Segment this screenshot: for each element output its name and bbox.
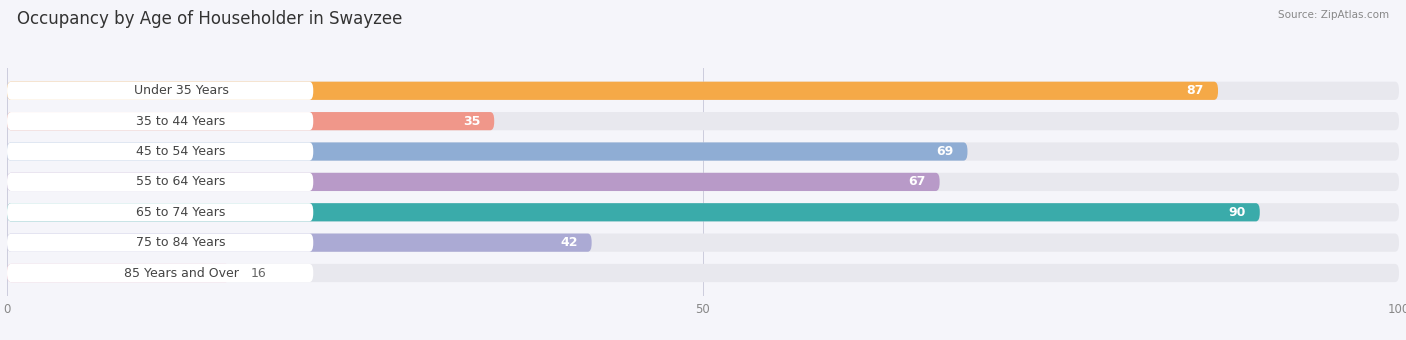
Text: 75 to 84 Years: 75 to 84 Years <box>136 236 226 249</box>
FancyBboxPatch shape <box>7 112 1399 130</box>
FancyBboxPatch shape <box>7 112 495 130</box>
FancyBboxPatch shape <box>7 173 314 191</box>
FancyBboxPatch shape <box>7 203 1399 221</box>
FancyBboxPatch shape <box>7 203 1260 221</box>
FancyBboxPatch shape <box>7 142 967 160</box>
Text: 67: 67 <box>908 175 925 188</box>
FancyBboxPatch shape <box>7 203 314 221</box>
FancyBboxPatch shape <box>7 173 939 191</box>
FancyBboxPatch shape <box>7 82 314 100</box>
FancyBboxPatch shape <box>7 264 314 282</box>
Text: 45 to 54 Years: 45 to 54 Years <box>136 145 226 158</box>
Text: 65 to 74 Years: 65 to 74 Years <box>136 206 226 219</box>
Text: 55 to 64 Years: 55 to 64 Years <box>136 175 226 188</box>
Text: 85 Years and Over: 85 Years and Over <box>124 267 239 279</box>
Text: Occupancy by Age of Householder in Swayzee: Occupancy by Age of Householder in Swayz… <box>17 10 402 28</box>
FancyBboxPatch shape <box>7 173 1399 191</box>
FancyBboxPatch shape <box>7 234 592 252</box>
Text: Source: ZipAtlas.com: Source: ZipAtlas.com <box>1278 10 1389 20</box>
Text: 35: 35 <box>463 115 481 128</box>
FancyBboxPatch shape <box>7 82 1218 100</box>
Text: 42: 42 <box>560 236 578 249</box>
FancyBboxPatch shape <box>7 112 314 130</box>
FancyBboxPatch shape <box>7 264 229 282</box>
FancyBboxPatch shape <box>7 234 314 252</box>
Text: 87: 87 <box>1187 84 1204 97</box>
FancyBboxPatch shape <box>7 142 314 160</box>
FancyBboxPatch shape <box>7 264 1399 282</box>
FancyBboxPatch shape <box>7 234 1399 252</box>
Text: 16: 16 <box>250 267 266 279</box>
Text: 90: 90 <box>1229 206 1246 219</box>
Text: 35 to 44 Years: 35 to 44 Years <box>136 115 225 128</box>
FancyBboxPatch shape <box>7 82 1399 100</box>
FancyBboxPatch shape <box>7 142 1399 160</box>
Text: Under 35 Years: Under 35 Years <box>134 84 228 97</box>
Text: 69: 69 <box>936 145 953 158</box>
